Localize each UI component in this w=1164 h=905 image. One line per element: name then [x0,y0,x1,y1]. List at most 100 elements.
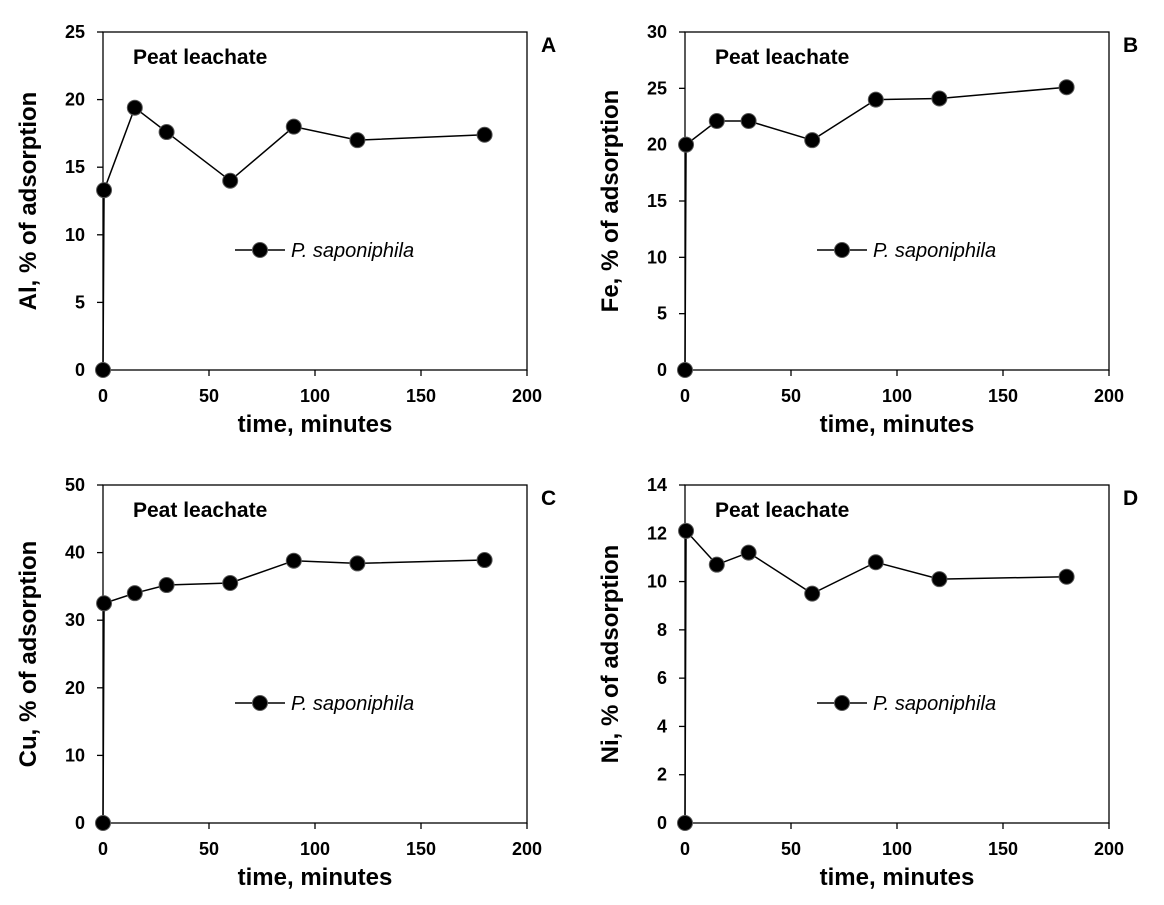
x-tick-label: 0 [680,386,690,406]
x-tick-label: 100 [300,386,330,406]
y-tick-label: 20 [647,135,667,155]
x-axis-label: time, minutes [820,411,975,438]
plot-area-frame [102,31,528,371]
y-tick-label: 14 [647,475,667,495]
series-line [684,528,1067,824]
y-tick-label: 0 [75,360,85,380]
x-tick-label: 50 [781,386,801,406]
x-axis-label: time, minutes [820,864,975,891]
x-tick-label: 200 [512,386,542,406]
data-point [126,99,143,116]
x-tick-label: 100 [882,839,912,859]
x-tick-label: 150 [988,386,1018,406]
x-tick-label: 100 [300,839,330,859]
panel-letter: D [1123,487,1138,510]
y-tick-label: 10 [647,572,667,592]
chart-panel-d: 0 2 4 6 8 10 12 14 0 50 100 150 200 time, minutes Ni, … [597,475,1138,891]
data-point [867,554,884,571]
y-axis-label: Cu, % of adsorption [15,541,42,768]
data-point [96,182,113,199]
y-tick-label: 12 [647,523,667,543]
x-tick-label: 150 [988,839,1018,859]
panel-title: Peat leachate [133,46,267,69]
panel-title: Peat leachate [133,499,267,522]
x-tick-label: 150 [406,839,436,859]
panel-letter: C [541,487,556,510]
data-point [349,555,366,572]
data-point [677,815,693,831]
data-point [804,585,821,602]
chart-panel-a: 0 5 10 15 20 25 0 50 100 150 200 time, minutes Al, %… [15,22,556,438]
y-tick-label: 4 [657,716,667,736]
x-tick-label: 50 [199,386,219,406]
y-tick-label: 30 [647,22,667,42]
chart-panel-c: 0 10 20 30 40 50 0 50 100 150 200 time, minutes Cu, … [15,475,556,891]
x-tick-label: 200 [1094,839,1124,859]
y-tick-label: 5 [75,292,85,312]
legend-marker [252,695,268,711]
data-point [349,132,366,149]
data-point [95,362,111,378]
x-axis-label: time, minutes [238,864,393,891]
data-point [476,552,493,569]
data-point [931,90,948,107]
data-point [222,575,239,592]
legend-marker [834,695,850,711]
data-point [678,522,695,539]
y-tick-label: 0 [75,813,85,833]
y-tick-label: 25 [65,22,85,42]
x-axis-label: time, minutes [238,411,393,438]
legend-label: P. saponiphila [291,693,414,715]
x-tick-label: 50 [199,839,219,859]
y-axis-label: Fe, % of adsorption [597,90,624,313]
x-tick-label: 200 [1094,386,1124,406]
data-point [740,544,757,561]
y-tick-label: 6 [657,668,667,688]
y-tick-label: 20 [65,678,85,698]
data-point [95,815,111,831]
legend-label: P. saponiphila [291,240,414,262]
data-point [708,556,725,573]
series-line [684,86,1067,371]
x-tick-label: 50 [781,839,801,859]
panel-letter: B [1123,34,1138,57]
series-line [102,559,485,824]
plot-area-frame [102,484,528,824]
data-point [158,124,175,141]
data-point [677,362,693,378]
y-tick-label: 0 [657,360,667,380]
data-point [867,91,884,108]
data-point [126,585,143,602]
legend-label: P. saponiphila [873,693,996,715]
y-tick-label: 10 [65,745,85,765]
plot-area-frame [684,31,1110,371]
y-tick-label: 50 [65,475,85,495]
panel-title: Peat leachate [715,46,849,69]
y-tick-label: 15 [647,191,667,211]
legend-marker [252,242,268,258]
data-point [158,577,175,594]
y-tick-label: 10 [65,225,85,245]
panel-letter: A [541,34,556,57]
y-axis-label: Ni, % of adsorption [597,545,624,764]
y-tick-label: 5 [657,304,667,324]
data-point [931,571,948,588]
y-tick-label: 10 [647,247,667,267]
x-tick-label: 0 [98,839,108,859]
data-point [285,552,302,569]
x-tick-label: 0 [98,386,108,406]
y-tick-label: 8 [657,620,667,640]
x-tick-label: 150 [406,386,436,406]
plot-area-frame [684,484,1110,824]
legend-label: P. saponiphila [873,240,996,262]
data-point [708,113,725,130]
data-point [678,136,695,153]
series-line [102,106,485,371]
panel-title: Peat leachate [715,499,849,522]
x-tick-label: 100 [882,386,912,406]
data-point [96,595,113,612]
data-point [804,132,821,149]
x-tick-label: 200 [512,839,542,859]
y-tick-label: 0 [657,813,667,833]
legend-marker [834,242,850,258]
